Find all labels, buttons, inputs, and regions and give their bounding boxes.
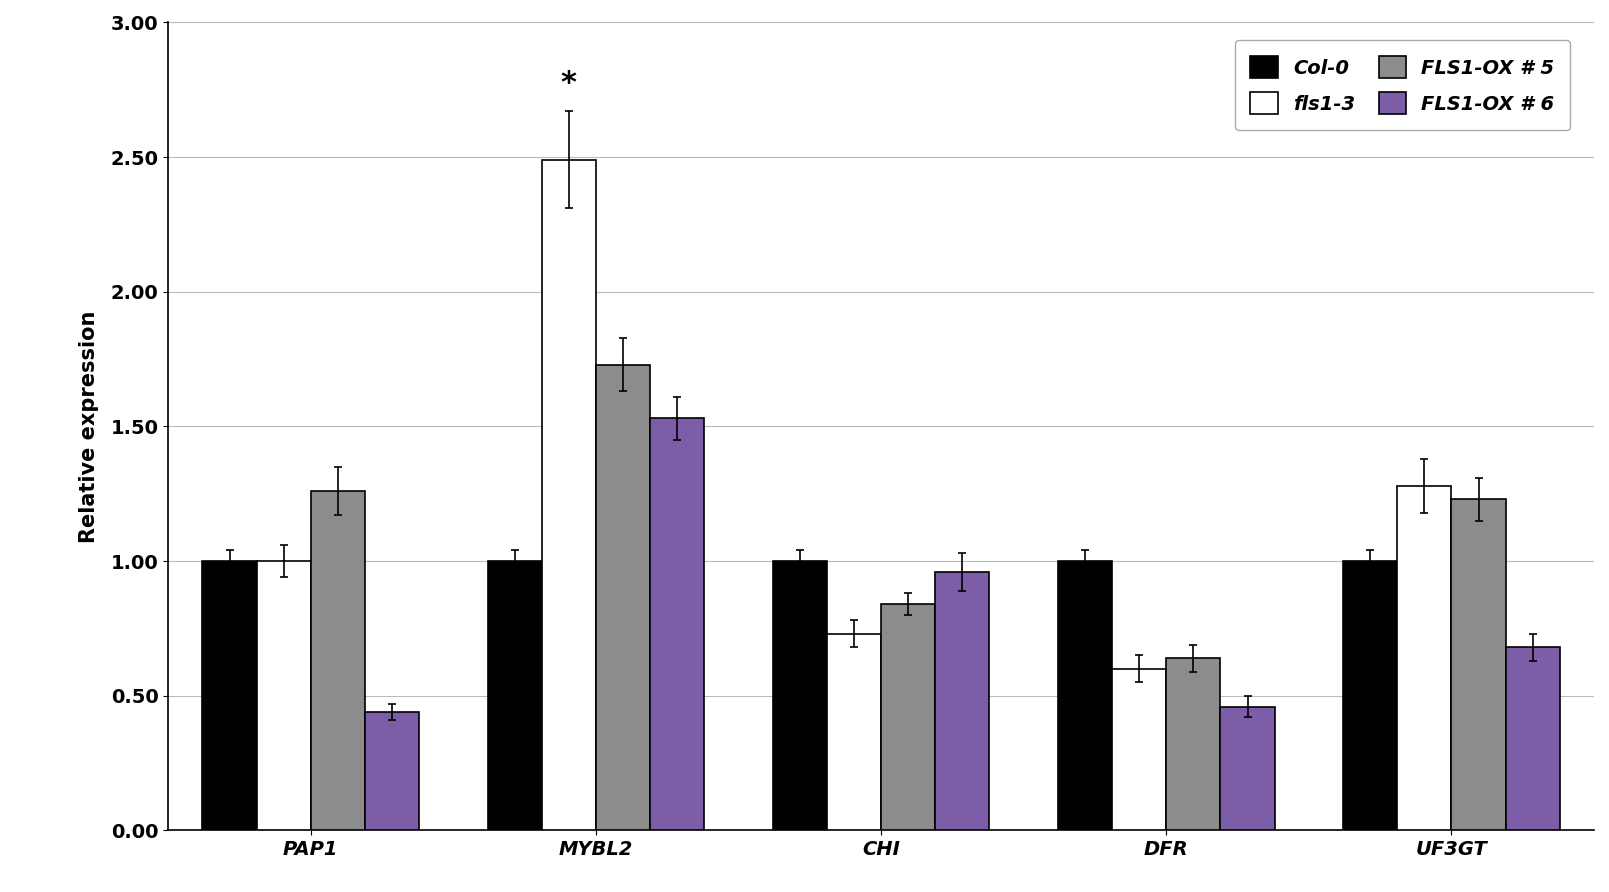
Bar xyxy=(365,712,418,830)
Bar xyxy=(1506,648,1559,830)
Bar xyxy=(542,160,595,830)
Bar xyxy=(935,572,990,830)
Bar xyxy=(1221,706,1274,830)
Legend: Col-0, fls1-3, FLS1-OX # 5, FLS1-OX # 6: Col-0, fls1-3, FLS1-OX # 5, FLS1-OX # 6 xyxy=(1234,40,1570,130)
Bar xyxy=(1057,561,1112,830)
Bar xyxy=(488,561,542,830)
Bar xyxy=(1167,658,1221,830)
Bar xyxy=(882,604,935,830)
Bar xyxy=(827,634,882,830)
Bar xyxy=(772,561,827,830)
Bar xyxy=(1344,561,1397,830)
Bar xyxy=(256,561,311,830)
Bar xyxy=(650,418,705,830)
Bar xyxy=(1112,669,1167,830)
Bar xyxy=(595,365,650,830)
Bar xyxy=(1451,500,1506,830)
Bar xyxy=(203,561,256,830)
Bar xyxy=(311,491,365,830)
Text: *: * xyxy=(562,69,578,98)
Bar xyxy=(1397,486,1451,830)
Y-axis label: Relative expression: Relative expression xyxy=(79,310,100,542)
